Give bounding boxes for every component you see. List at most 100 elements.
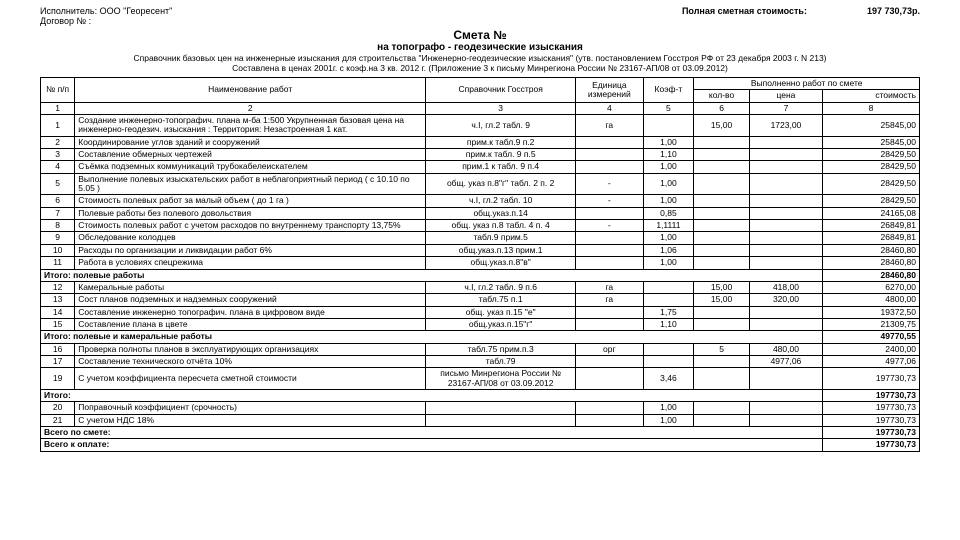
cell-price — [749, 195, 822, 207]
cell-cost: 2400,00 — [823, 343, 920, 355]
cell-unit — [576, 149, 643, 161]
cell-ref: прим.1 к табл. 9 п.4 — [426, 161, 576, 173]
cell-coef — [643, 281, 694, 293]
section-row: Итого:197730,73 — [41, 389, 920, 401]
cell-price: 1723,00 — [749, 115, 822, 137]
cell-num: 13 — [41, 294, 75, 306]
cell-coef: 1,75 — [643, 306, 694, 318]
cell-price — [749, 414, 822, 426]
cell-cost: 197730,73 — [823, 368, 920, 390]
cell-ref: табл.75 прим.п.3 — [426, 343, 576, 355]
cell-name: Съёмка подземных коммуникаций трубокабел… — [75, 161, 426, 173]
cell-ref: общ. указ п.8 табл. 4 п. 4 — [426, 220, 576, 232]
table-row: 1Создание инженерно-топографич. плана м-… — [41, 115, 920, 137]
col-8: 8 — [823, 102, 920, 114]
th-num: № п/п — [41, 78, 75, 103]
table-row: 14Составление инженерно топографич. план… — [41, 306, 920, 318]
cell-num: 16 — [41, 343, 75, 355]
total-value: 197 730,73р. — [867, 6, 920, 26]
section-label: Итого: полевые работы — [41, 269, 823, 281]
col-3: 3 — [426, 102, 576, 114]
th-unit: Единица измерений — [576, 78, 643, 103]
col-2: 2 — [75, 102, 426, 114]
table-row: 7Полевые работы без полевого довольствия… — [41, 207, 920, 219]
cell-price — [749, 207, 822, 219]
cell-ref — [426, 402, 576, 414]
cell-cost: 25845,00 — [823, 136, 920, 148]
table-row: 20Поправочный коэффициент (срочность)1,0… — [41, 402, 920, 414]
th-ref: Справочник Госстроя — [426, 78, 576, 103]
title-note2: Составлена в ценах 2001г. с коэф.на 3 кв… — [40, 63, 920, 73]
cell-price — [749, 368, 822, 390]
cell-unit: га — [576, 281, 643, 293]
section-label: Всего к оплате: — [41, 439, 823, 451]
section-cost: 49770,55 — [823, 331, 920, 343]
cell-num: 17 — [41, 355, 75, 367]
cell-ref: общ.указ.п.13 прим.1 — [426, 244, 576, 256]
title-note1: Справочник базовых цен на инженерные изы… — [40, 53, 920, 63]
cell-qty — [694, 232, 750, 244]
cell-price — [749, 306, 822, 318]
cell-cost: 28429,50 — [823, 149, 920, 161]
table-row: 19С учетом коэффициента пересчета сметно… — [41, 368, 920, 390]
cell-qty — [694, 244, 750, 256]
cell-unit: - — [576, 195, 643, 207]
cell-price — [749, 220, 822, 232]
cell-unit — [576, 306, 643, 318]
cell-qty — [694, 173, 750, 195]
cell-name: Координирование углов зданий и сооружени… — [75, 136, 426, 148]
cell-coef — [643, 294, 694, 306]
th-name: Наименование работ — [75, 78, 426, 103]
cell-num: 7 — [41, 207, 75, 219]
cell-coef: 1,00 — [643, 136, 694, 148]
cell-price — [749, 161, 822, 173]
cell-name: Создание инженерно-топографич. плана м-б… — [75, 115, 426, 137]
cell-qty — [694, 161, 750, 173]
cell-cost: 6270,00 — [823, 281, 920, 293]
cell-name: Обследование колодцев — [75, 232, 426, 244]
section-row: Всего к оплате:197730,73 — [41, 439, 920, 451]
cell-num: 1 — [41, 115, 75, 137]
section-row: Всего по смете:197730,73 — [41, 426, 920, 438]
cell-cost: 4800,00 — [823, 294, 920, 306]
cell-price — [749, 173, 822, 195]
table-row: 21С учетом НДС 18%1,00197730,73 — [41, 414, 920, 426]
cell-price — [749, 318, 822, 330]
cell-num: 14 — [41, 306, 75, 318]
section-row: Итого: полевые работы28460,80 — [41, 269, 920, 281]
cell-coef: 1,00 — [643, 414, 694, 426]
table-row: 16Проверка полноты планов в эксплуатирую… — [41, 343, 920, 355]
cell-cost: 28429,50 — [823, 195, 920, 207]
cell-ref: общ.указ.п.14 — [426, 207, 576, 219]
cell-num: 6 — [41, 195, 75, 207]
table-row: 8Стоимость полевых работ с учетом расход… — [41, 220, 920, 232]
cell-ref: ч.I, гл.2 табл. 9 — [426, 115, 576, 137]
th-qty: кол-во — [694, 90, 750, 102]
cell-num: 21 — [41, 414, 75, 426]
cell-qty — [694, 136, 750, 148]
cell-name: Проверка полноты планов в эксплуатирующи… — [75, 343, 426, 355]
cell-num: 20 — [41, 402, 75, 414]
estimate-table: № п/п Наименование работ Справочник Госс… — [40, 77, 920, 452]
cell-unit: - — [576, 220, 643, 232]
cell-coef: 1,00 — [643, 232, 694, 244]
cell-ref: прим.к табл. 9 п.5 — [426, 149, 576, 161]
section-cost: 197730,73 — [823, 426, 920, 438]
cell-num: 12 — [41, 281, 75, 293]
cell-unit — [576, 207, 643, 219]
cell-qty — [694, 306, 750, 318]
cell-price — [749, 257, 822, 269]
table-row: 13Сост планов подземных и надземных соор… — [41, 294, 920, 306]
cell-price — [749, 149, 822, 161]
header-row: Исполнитель: ООО "Георесент" Договор № :… — [40, 6, 920, 26]
cell-price: 4977,06 — [749, 355, 822, 367]
cell-name: Составление плана в цвете — [75, 318, 426, 330]
cell-qty — [694, 414, 750, 426]
cell-num: 9 — [41, 232, 75, 244]
section-label: Итого: — [41, 389, 823, 401]
cell-ref: табл.75 п.1 — [426, 294, 576, 306]
cell-coef: 3,46 — [643, 368, 694, 390]
cell-name: Стоимость полевых работ за малый объем (… — [75, 195, 426, 207]
cell-qty — [694, 402, 750, 414]
cell-coef: 1,00 — [643, 161, 694, 173]
